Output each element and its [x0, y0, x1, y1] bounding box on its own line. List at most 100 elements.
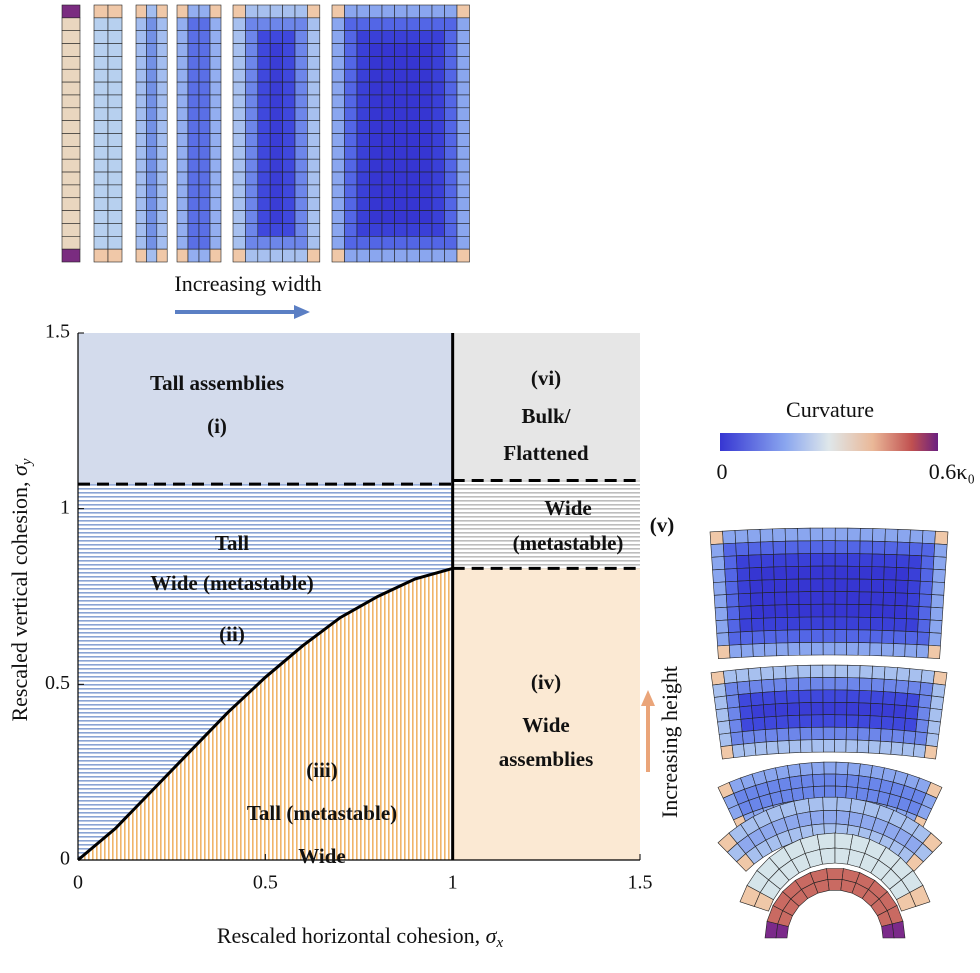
cell: [394, 171, 408, 186]
cell: [282, 17, 296, 32]
cell: [257, 43, 271, 57]
cell: [456, 184, 470, 199]
cell: [406, 223, 420, 237]
cell: [307, 248, 321, 263]
cell: [728, 644, 742, 659]
cell: [847, 540, 861, 554]
cell: [282, 248, 296, 263]
ylabel: Rescaled vertical cohesion, σy: [7, 458, 35, 721]
cell: [135, 43, 147, 57]
cell: [456, 120, 470, 134]
cell: [257, 210, 271, 224]
cell: [282, 133, 296, 147]
cell: [107, 197, 123, 211]
cell: [93, 223, 109, 237]
cell: [307, 56, 321, 70]
cell: [156, 133, 168, 147]
cell: [232, 17, 246, 32]
cell: [107, 171, 123, 186]
insets: [61, 4, 949, 939]
cell: [871, 665, 886, 680]
cell: [444, 197, 458, 211]
cell: [713, 695, 729, 711]
cell: [846, 702, 860, 716]
cell: [107, 107, 123, 121]
cell: [198, 30, 211, 44]
cell: [394, 197, 408, 211]
cell: [871, 540, 886, 555]
cell: [716, 632, 730, 647]
cell: [929, 619, 943, 634]
cell: [747, 529, 761, 543]
cell: [810, 540, 824, 554]
cell: [772, 540, 787, 555]
cell: [156, 248, 168, 263]
cell: [444, 56, 458, 70]
cell: [822, 591, 836, 605]
cell: [822, 689, 836, 703]
cell: [282, 210, 296, 224]
cell: [135, 210, 147, 224]
cell: [776, 727, 790, 742]
x-tick-label: 0.5: [253, 872, 278, 894]
cell: [307, 146, 321, 160]
cell: [294, 184, 308, 199]
cell: [928, 632, 942, 647]
cell: [775, 642, 789, 657]
cell: [816, 832, 836, 850]
cell: [419, 43, 433, 57]
cell: [741, 730, 756, 745]
cell: [845, 739, 858, 753]
cell: [369, 197, 383, 211]
cell: [788, 727, 801, 741]
cell: [916, 644, 930, 659]
cell: [307, 17, 321, 32]
cell: [331, 146, 345, 160]
cell: [859, 566, 873, 580]
cell: [810, 664, 824, 678]
cell: [740, 643, 754, 658]
cell: [822, 616, 836, 630]
cell: [800, 739, 813, 753]
cell: [859, 553, 873, 567]
cell: [891, 920, 906, 939]
cell: [809, 527, 824, 542]
cell: [331, 68, 345, 83]
cell: [859, 665, 873, 679]
cell: [146, 94, 158, 109]
cell: [822, 527, 836, 542]
cell: [406, 210, 420, 224]
cell: [61, 184, 81, 199]
cell: [431, 133, 445, 147]
cell: [282, 107, 296, 121]
cell: [93, 4, 109, 19]
cell: [872, 528, 886, 542]
cell: [176, 133, 189, 147]
cell: [146, 120, 158, 134]
cell: [847, 762, 861, 777]
cell: [198, 133, 211, 147]
cell: [146, 68, 158, 83]
cell: [146, 223, 158, 237]
cell: [810, 689, 824, 703]
foreground: 0 0.5 1 1.5 0 0.5 1 1.5 Rescaled horizontal cohe…: [7, 321, 674, 952]
cell: [369, 120, 383, 134]
cell: [135, 236, 147, 250]
cell: [735, 542, 750, 557]
cell: [431, 56, 445, 70]
cell: [846, 677, 861, 691]
cell: [907, 567, 922, 582]
cell: [356, 30, 370, 44]
cell: [146, 146, 158, 160]
cell: [748, 679, 763, 694]
cell: [198, 43, 211, 57]
cell: [176, 236, 189, 250]
cell: [176, 223, 189, 237]
cell: [331, 236, 345, 250]
cell: [822, 629, 836, 643]
cell: [135, 68, 147, 83]
cell: [921, 530, 936, 545]
cell: [257, 17, 271, 32]
region-label: Tall: [215, 531, 249, 555]
cell: [356, 68, 370, 83]
